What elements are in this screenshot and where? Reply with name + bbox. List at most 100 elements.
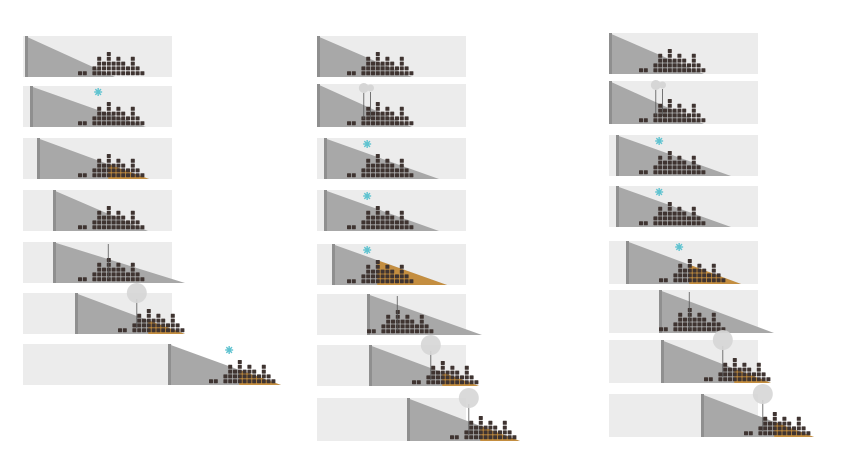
bar-cell [92,121,97,126]
bar-cell [116,272,121,277]
bar-cell [121,225,126,230]
bar-cell [701,170,706,175]
column-right [609,33,814,437]
bar-cell [687,165,691,170]
gray-wedge [37,138,149,179]
bar-cell [380,269,385,274]
bar-cell [691,211,696,216]
bar-cell [436,370,440,375]
bar-cell [366,274,371,279]
bar-cell [361,225,366,230]
bar-cell [667,103,672,108]
bar-cell [667,165,672,170]
bar-cell [78,277,82,282]
bar-cell [97,66,102,71]
bar-cell [130,116,135,121]
bar-cell [371,163,375,168]
bar-cell [424,324,429,329]
bar-cell [702,268,707,273]
bar-cell [431,380,436,385]
bar-cell [366,173,371,178]
bar-cell [375,279,380,284]
bar-cell [375,264,380,269]
panel-sparkle [609,135,758,176]
bar-cell [130,173,135,178]
bar-cell [732,367,737,372]
bar-cell [752,372,756,377]
bar-cell [691,58,696,63]
bar-cell [469,430,474,435]
bar-cell [237,379,242,384]
bar-cell [146,328,151,333]
wedge-edge [609,81,612,124]
bar-cell [242,379,247,384]
wedge-edge [30,86,33,127]
bar-cell [237,374,242,379]
bar-cell [140,225,145,230]
bar-cell [375,66,380,71]
bar-cell [399,163,404,168]
bar-cell [696,216,701,221]
bar-cell [643,221,648,226]
bar-cell [385,106,390,111]
bar-cell [395,319,400,324]
bar-cell [121,277,126,282]
bar-cell [692,322,697,327]
bar-cell [667,113,672,118]
bar-cell [106,154,111,158]
bar-cell [92,71,97,76]
sparkle-icon [363,192,372,200]
bar-cell [375,116,380,121]
bar-cell [697,327,702,332]
bar-cell [126,71,130,76]
bar-cell [361,71,366,76]
bar-cell [130,56,135,61]
bar-cell [78,225,82,230]
bar-cell [106,106,111,111]
bar-cell [261,379,266,384]
panel-double-balloon [317,83,466,127]
bar-cell [130,61,135,66]
bar-cell [728,377,732,382]
bar-cell [351,173,356,178]
bar-cell [116,61,121,66]
bar-cell [121,121,126,126]
bar-cell [106,262,111,267]
bar-cell [787,421,792,426]
bar-cell [271,379,276,384]
bar-cell [78,121,82,126]
bar-cell [390,220,395,225]
bar-cell [126,121,130,126]
bar-cell [677,68,682,73]
bar-cell [366,279,371,284]
bar-cell [696,221,701,226]
panel-sparkle [609,186,758,227]
bar-cell [450,370,455,375]
bar-cell [385,111,390,116]
bar-cell [410,319,415,324]
bar-cell [683,317,687,322]
bar-cell [663,165,667,170]
sparkle-icon [363,246,372,254]
bar-cell [386,324,391,329]
bar-cell [390,225,395,230]
bar-cell [347,173,351,178]
bar-cell [130,106,135,111]
bar-cell [653,165,658,170]
bar-cell [409,173,414,178]
bar-cell [92,220,97,225]
bar-cell [126,173,130,178]
bar-cell [130,66,135,71]
bar-cell [121,168,126,173]
bar-cell [399,220,404,225]
bar-cell [371,215,375,220]
bar-cell [116,106,121,111]
bar-cell [395,220,399,225]
sparkle-core [365,194,369,198]
bar-cell [111,66,116,71]
bar-cell [121,267,126,272]
bar-cell [116,158,121,163]
bar-cell [175,328,180,333]
bar-cell [792,431,796,436]
